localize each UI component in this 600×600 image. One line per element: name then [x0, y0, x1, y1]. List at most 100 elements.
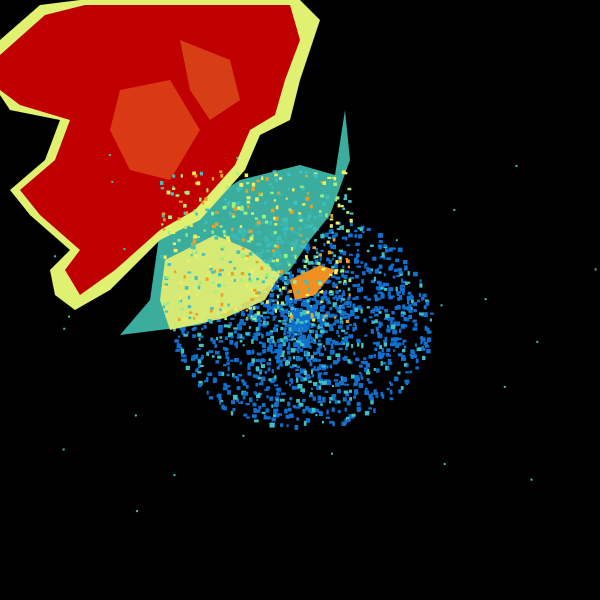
echo-pixel: [329, 218, 334, 221]
echo-pixel: [343, 279, 347, 283]
echo-pixel: [297, 337, 303, 342]
echo-pixel: [383, 342, 388, 347]
echo-pixel: [353, 351, 356, 356]
echo-pixel: [221, 371, 225, 376]
echo-pixel: [267, 298, 273, 303]
echo-pixel: [268, 358, 272, 362]
echo-pixel: [288, 298, 294, 304]
echo-pixel: [325, 416, 331, 419]
echo-pixel: [384, 308, 388, 313]
echo-pixel: [240, 400, 244, 405]
echo-pixel: [258, 291, 261, 295]
echo-pixel: [313, 309, 317, 312]
echo-pixel: [344, 407, 347, 412]
echo-pixel: [399, 285, 402, 290]
echo-pixel: [299, 219, 303, 222]
echo-pixel: [353, 259, 359, 264]
echo-pixel: [362, 271, 366, 276]
echo-pixel: [342, 265, 345, 269]
echo-pixel: [299, 368, 303, 372]
echo-pixel: [324, 290, 328, 294]
echo-pixel: [321, 267, 326, 271]
echo-pixel: [222, 387, 228, 391]
echo-pixel: [402, 290, 405, 295]
echo-pixel: [257, 326, 261, 331]
echo-pixel: [206, 351, 210, 356]
echo-pixel: [260, 266, 264, 271]
echo-pixel: [245, 402, 250, 406]
echo-pixel: [301, 302, 306, 307]
echo-pixel: [245, 384, 249, 389]
echo-pixel: [248, 272, 251, 277]
echo-pixel: [401, 355, 406, 358]
echo-pixel: [283, 330, 287, 334]
echo-pixel: [343, 197, 348, 201]
echo-pixel: [317, 316, 320, 320]
echo-pixel: [310, 305, 313, 308]
echo-pixel: [220, 293, 224, 297]
echo-pixel: [333, 182, 338, 186]
echo-pixel: [319, 305, 325, 310]
echo-pixel: [374, 347, 378, 351]
echo-pixel: [332, 360, 338, 365]
echo-pixel: [318, 344, 322, 349]
echo-pixel: [230, 410, 234, 416]
echo-pixel: [269, 422, 275, 428]
echo-pixel: [306, 310, 310, 314]
echo-pixel: [163, 218, 166, 222]
echo-pixel: [298, 335, 302, 339]
echo-pixel: [308, 380, 312, 384]
echo-pixel: [320, 300, 323, 304]
echo-pixel: [172, 187, 176, 190]
echo-pixel: [426, 330, 432, 334]
echo-pixel: [246, 200, 251, 204]
echo-pixel: [397, 371, 401, 375]
echo-pixel: [346, 244, 351, 247]
echo-pixel: [345, 259, 350, 264]
echo-pixel: [381, 347, 384, 353]
echo-pixel: [249, 279, 253, 283]
echo-pixel: [378, 297, 381, 301]
echo-pixel: [328, 315, 334, 318]
echo-pixel: [421, 336, 424, 341]
echo-pixel: [251, 414, 257, 419]
echo-pixel: [321, 263, 326, 269]
echo-pixel: [267, 260, 271, 264]
echo-pixel: [279, 398, 285, 402]
echo-pixel: [298, 374, 301, 377]
echo-pixel: [373, 294, 377, 297]
echo-pixel: [273, 231, 277, 235]
echo-pixel: [329, 242, 333, 248]
echo-pixel: [330, 313, 335, 317]
echo-pixel: [352, 307, 355, 310]
echo-pixel: [226, 186, 229, 190]
echo-pixel: [279, 177, 283, 180]
echo-pixel: [230, 317, 235, 320]
echo-pixel: [219, 170, 223, 173]
echo-pixel: [345, 257, 348, 260]
echo-pixel: [421, 347, 426, 351]
echo-pixel: [305, 373, 310, 378]
echo-pixel: [185, 190, 190, 195]
echo-pixel: [310, 369, 314, 375]
echo-pixel: [195, 212, 198, 216]
echo-pixel: [290, 311, 295, 316]
echo-pixel: [352, 297, 358, 300]
echo-pixel: [317, 253, 320, 257]
echo-pixel: [278, 310, 283, 313]
echo-pixel: [314, 173, 318, 178]
echo-pixel: [299, 170, 303, 174]
echo-pixel: [285, 197, 288, 200]
echo-pixel: [331, 396, 336, 401]
echo-pixel: [381, 252, 385, 258]
echo-pixel: [282, 320, 286, 324]
echo-pixel: [252, 374, 258, 378]
echo-pixel: [293, 315, 299, 320]
echo-pixel: [227, 366, 230, 371]
echo-pixel: [413, 309, 417, 313]
echo-pixel: [374, 296, 378, 302]
echo-pixel: [412, 354, 417, 359]
echo-pixel: [322, 345, 325, 348]
echo-pixel: [398, 389, 402, 394]
echo-pixel: [274, 396, 280, 401]
